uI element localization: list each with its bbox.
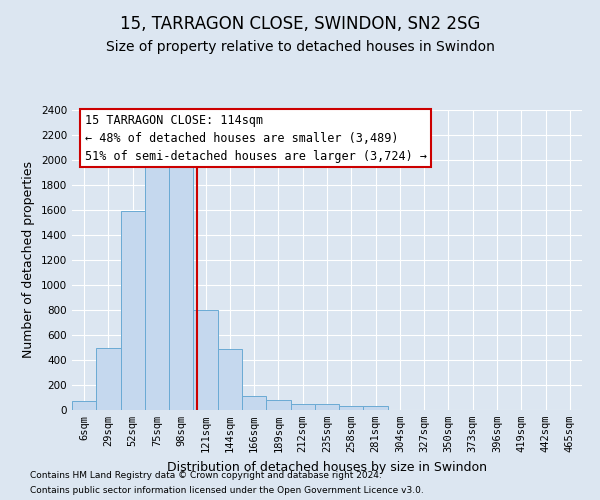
Bar (339, 406, 364, 410)
Bar (290, 404, 315, 410)
Bar (169, 166, 193, 410)
Bar (218, 349, 242, 410)
Text: 15, TARRAGON CLOSE, SWINDON, SN2 2SG: 15, TARRAGON CLOSE, SWINDON, SN2 2SG (120, 15, 480, 33)
Bar (145, 166, 169, 410)
Bar (193, 310, 218, 410)
Text: Contains public sector information licensed under the Open Government Licence v3: Contains public sector information licen… (30, 486, 424, 495)
Bar (242, 396, 266, 410)
Text: Contains HM Land Registry data © Crown copyright and database right 2024.: Contains HM Land Registry data © Crown c… (30, 471, 382, 480)
Bar (72, 401, 96, 410)
Text: 15 TARRAGON CLOSE: 114sqm
← 48% of detached houses are smaller (3,489)
51% of se: 15 TARRAGON CLOSE: 114sqm ← 48% of detac… (85, 114, 427, 163)
Y-axis label: Number of detached properties: Number of detached properties (22, 162, 35, 358)
Bar (266, 400, 290, 410)
Bar (364, 406, 388, 410)
Text: Size of property relative to detached houses in Swindon: Size of property relative to detached ho… (106, 40, 494, 54)
Bar (315, 404, 339, 410)
Bar (121, 211, 145, 410)
Bar (96, 348, 121, 410)
X-axis label: Distribution of detached houses by size in Swindon: Distribution of detached houses by size … (167, 460, 487, 473)
